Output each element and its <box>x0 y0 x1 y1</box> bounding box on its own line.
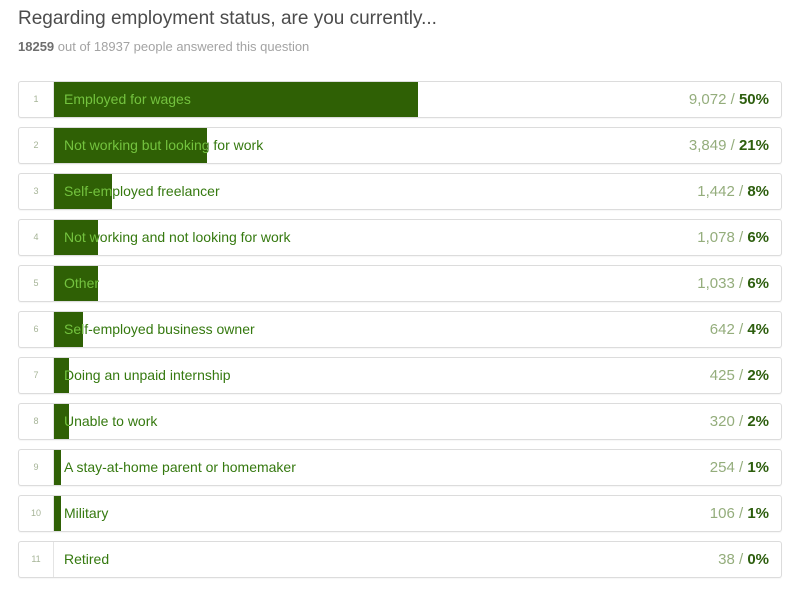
answer-count-value: 642 / <box>709 321 748 338</box>
answer-bar: Military <box>54 496 62 531</box>
answer-label-overlay: Employed for wages <box>64 91 191 107</box>
answer-bar: Other <box>54 266 98 301</box>
answer-label-overlay: Self-employed business owner <box>64 321 84 337</box>
answer-stats: 106 / 1% <box>710 496 769 531</box>
answer-count-value: 1,442 / <box>697 183 748 200</box>
answer-percent: 21% <box>738 137 769 154</box>
question-title: Regarding employment status, are you cur… <box>18 8 437 29</box>
answer-rank: 6 <box>19 312 54 347</box>
survey-results-page: Regarding employment status, are you cur… <box>18 0 782 578</box>
answer-row: 1 Employed for wages Employed for wages … <box>18 81 782 118</box>
answer-percent: 6% <box>747 229 769 246</box>
answer-rank: 7 <box>19 358 54 393</box>
answer-rank: 5 <box>19 266 54 301</box>
answered-suffix: out of 18937 people answered this questi… <box>54 39 310 54</box>
answer-stats: 642 / 4% <box>710 312 769 347</box>
answer-row: 4 Not working and not looking for work N… <box>18 219 782 256</box>
answer-stats: 1,033 / 6% <box>697 266 769 301</box>
answer-stats: 1,078 / 6% <box>697 220 769 255</box>
answer-bar: Self-employed freelancer <box>54 174 113 209</box>
answer-label: Unable to work <box>64 413 158 429</box>
answer-stats: 1,442 / 8% <box>697 174 769 209</box>
answered-count: 18259 <box>18 39 55 54</box>
answer-percent: 0% <box>747 551 769 568</box>
answer-count-value: 38 / <box>718 551 748 568</box>
answer-stats: 425 / 2% <box>710 358 769 393</box>
answer-bar: Employed for wages <box>54 82 418 117</box>
answer-label-overlay: Other <box>64 275 98 291</box>
answer-label: Self-employed business owner <box>64 321 255 337</box>
answer-label: Doing an unpaid internship <box>64 367 231 383</box>
answer-row: 2 Not working but looking for work Not w… <box>18 127 782 164</box>
answer-row: 3 Self-employed freelancer Self-employed… <box>18 173 782 210</box>
answer-bar: Unable to work <box>54 404 69 439</box>
answer-count-value: 1,033 / <box>697 275 748 292</box>
answer-rank: 10 <box>19 496 54 531</box>
answer-percent: 1% <box>747 505 769 522</box>
answer-row: 7 Doing an unpaid internship Doing an un… <box>18 357 782 394</box>
answer-row: 9 A stay-at-home parent or homemaker A s… <box>18 449 782 486</box>
answer-rank: 8 <box>19 404 54 439</box>
answer-stats: 38 / 0% <box>718 542 769 577</box>
answer-row: 6 Self-employed business owner Self-empl… <box>18 311 782 348</box>
answer-label-overlay: Self-employed freelancer <box>64 183 113 199</box>
answer-stats: 3,849 / 21% <box>689 128 769 163</box>
answer-count-value: 1,078 / <box>697 229 748 246</box>
answer-stats: 254 / 1% <box>710 450 769 485</box>
answer-rank: 1 <box>19 82 54 117</box>
answer-percent: 50% <box>738 91 769 108</box>
answer-label: A stay-at-home parent or homemaker <box>64 459 296 475</box>
answer-percent: 4% <box>747 321 769 338</box>
answer-rank: 11 <box>19 542 54 577</box>
answer-label-overlay: Doing an unpaid internship <box>64 358 69 393</box>
answer-bar: Not working and not looking for work <box>54 220 98 255</box>
answer-percent: 6% <box>747 275 769 292</box>
answer-count-value: 3,849 / <box>688 137 739 154</box>
answer-count-value: 254 / <box>709 459 748 476</box>
answer-row: 11 Retired Retired 38 / 0% <box>18 541 782 578</box>
answer-stats: 9,072 / 50% <box>689 82 769 117</box>
answered-summary: 18259 out of 18937 people answered this … <box>18 39 782 54</box>
answer-count-value: 425 / <box>709 367 748 384</box>
answer-bar: Not working but looking for work <box>54 128 207 163</box>
answer-bar: Doing an unpaid internship <box>54 358 69 393</box>
answer-percent: 2% <box>747 413 769 430</box>
answer-rank: 3 <box>19 174 54 209</box>
answer-percent: 2% <box>747 367 769 384</box>
answer-percent: 1% <box>747 459 769 476</box>
answer-stats: 320 / 2% <box>710 404 769 439</box>
answer-count-value: 9,072 / <box>688 91 739 108</box>
answer-row: 5 Other Other 1,033 / 6% <box>18 265 782 302</box>
answer-percent: 8% <box>747 183 769 200</box>
answer-rank: 2 <box>19 128 54 163</box>
answer-count-value: 106 / <box>709 505 748 522</box>
answers-list: 1 Employed for wages Employed for wages … <box>18 81 782 578</box>
answer-count-value: 320 / <box>709 413 748 430</box>
answer-label: Retired <box>64 551 110 567</box>
answer-label-overlay: Not working but looking for work <box>64 137 207 153</box>
answer-label: Not working and not looking for work <box>64 229 291 245</box>
answer-label: Military <box>64 505 109 521</box>
answer-bar: A stay-at-home parent or homemaker <box>54 450 62 485</box>
answer-row: 10 Military Military 106 / 1% <box>18 495 782 532</box>
answer-row: 8 Unable to work Unable to work 320 / 2% <box>18 403 782 440</box>
answer-rank: 4 <box>19 220 54 255</box>
answer-label-overlay: Not working and not looking for work <box>64 229 98 245</box>
answer-bar: Self-employed business owner <box>54 312 84 347</box>
answer-label-overlay: Unable to work <box>64 404 69 439</box>
answer-rank: 9 <box>19 450 54 485</box>
